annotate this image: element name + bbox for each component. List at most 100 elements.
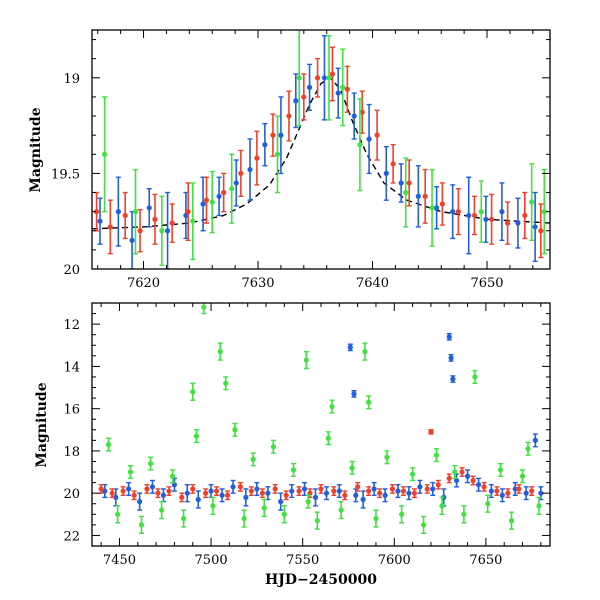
data-point-green bbox=[148, 460, 154, 467]
data-point-red bbox=[301, 94, 307, 100]
data-point-green bbox=[519, 473, 526, 479]
data-point-green bbox=[138, 522, 145, 528]
data-point-green bbox=[362, 349, 368, 355]
data-point-red bbox=[166, 488, 172, 494]
x-tick-label: 7550 bbox=[286, 553, 319, 568]
data-point-blue bbox=[321, 75, 328, 81]
data-point-red bbox=[296, 488, 302, 494]
data-point-red bbox=[342, 492, 348, 498]
data-point-red bbox=[318, 486, 324, 492]
data-point-blue bbox=[278, 132, 284, 138]
data-point-red bbox=[389, 486, 396, 492]
data-point-red bbox=[470, 477, 476, 484]
data-point-red bbox=[411, 490, 418, 496]
data-point-blue bbox=[306, 84, 313, 90]
data-point-red bbox=[455, 209, 461, 215]
data-point-blue bbox=[417, 484, 423, 490]
data-point-blue bbox=[254, 486, 260, 492]
data-point-red bbox=[481, 484, 487, 490]
data-point-green bbox=[314, 518, 320, 524]
data-point-green bbox=[159, 507, 165, 513]
data-point-red bbox=[390, 161, 396, 167]
data-point-blue bbox=[383, 170, 389, 176]
data-point-red bbox=[270, 132, 276, 138]
data-point-blue bbox=[351, 391, 357, 397]
data-point-green bbox=[241, 515, 247, 522]
data-point-green bbox=[290, 467, 297, 473]
data-point-red bbox=[424, 486, 430, 492]
data-point-blue bbox=[336, 488, 342, 494]
data-point-blue bbox=[515, 220, 521, 226]
data-point-green bbox=[115, 511, 121, 517]
data-point-green bbox=[127, 469, 134, 475]
data-point-green bbox=[399, 511, 405, 517]
data-point-blue bbox=[137, 499, 143, 505]
data-point-blue bbox=[126, 486, 132, 492]
y-tick-label: 19.5 bbox=[51, 167, 80, 182]
data-point-red bbox=[471, 212, 478, 219]
data-point-green bbox=[338, 507, 344, 513]
data-point-green bbox=[217, 349, 223, 355]
data-point-red bbox=[93, 209, 100, 215]
data-point-blue bbox=[265, 490, 271, 496]
data-point-green bbox=[274, 151, 281, 157]
top-axes-frame bbox=[91, 29, 551, 270]
data-point-red bbox=[224, 492, 231, 498]
data-point-green bbox=[472, 374, 478, 380]
data-point-green bbox=[229, 186, 235, 192]
data-point-red bbox=[538, 228, 544, 234]
y-tick-label: 20 bbox=[63, 263, 80, 278]
data-point-blue bbox=[448, 355, 454, 361]
bottom-ticks: 7450 7500 7550 7600 7650 12 14 16 18 20 22 bbox=[63, 302, 550, 568]
data-point-red bbox=[459, 469, 465, 475]
data-point-red bbox=[374, 132, 380, 138]
data-point-green bbox=[281, 511, 287, 517]
data-point-green bbox=[193, 433, 200, 439]
data-point-green bbox=[420, 522, 427, 528]
top-plot-area bbox=[92, 30, 550, 269]
y-tick-label: 19 bbox=[63, 72, 80, 87]
data-point-green bbox=[305, 499, 311, 505]
data-point-green bbox=[325, 435, 331, 441]
data-point-green bbox=[403, 189, 409, 196]
data-point-red bbox=[439, 201, 445, 207]
data-point-blue bbox=[195, 496, 201, 503]
data-point-green bbox=[105, 441, 112, 448]
data-point-red bbox=[446, 475, 452, 481]
data-point-red bbox=[400, 488, 407, 494]
data-point-green bbox=[261, 505, 267, 511]
data-point-blue bbox=[382, 492, 388, 498]
data-point-red bbox=[122, 212, 128, 219]
data-point-blue bbox=[219, 492, 225, 498]
data-point-blue bbox=[464, 473, 471, 479]
data-point-red bbox=[314, 75, 321, 81]
bottom-plot-area bbox=[98, 303, 544, 535]
data-point-red bbox=[494, 488, 500, 494]
y-tick-label: 20 bbox=[63, 487, 80, 502]
data-point-red bbox=[237, 484, 243, 490]
data-point-green bbox=[190, 389, 196, 395]
data-point-green bbox=[349, 465, 355, 471]
data-point-red bbox=[98, 486, 104, 492]
data-point-blue bbox=[289, 488, 295, 494]
data-point-green bbox=[461, 511, 467, 517]
data-point-green bbox=[340, 84, 346, 90]
data-point-green bbox=[181, 515, 187, 522]
data-point-blue bbox=[512, 486, 518, 492]
y-tick-label: 14 bbox=[63, 360, 80, 375]
data-point-red bbox=[202, 490, 209, 496]
data-point-blue bbox=[247, 166, 253, 173]
data-point-blue bbox=[183, 212, 189, 219]
data-point-red bbox=[179, 494, 185, 500]
data-point-green bbox=[101, 151, 108, 157]
data-point-blue bbox=[293, 98, 299, 104]
data-point-green bbox=[190, 218, 196, 224]
data-point-green bbox=[232, 427, 238, 433]
data-point-blue bbox=[488, 488, 494, 494]
data-point-green bbox=[250, 456, 256, 462]
x-tick-label: 7500 bbox=[195, 553, 228, 568]
data-point-blue bbox=[335, 90, 341, 96]
data-point-red bbox=[489, 216, 495, 222]
data-point-blue bbox=[312, 494, 319, 500]
data-point-blue bbox=[278, 499, 284, 505]
